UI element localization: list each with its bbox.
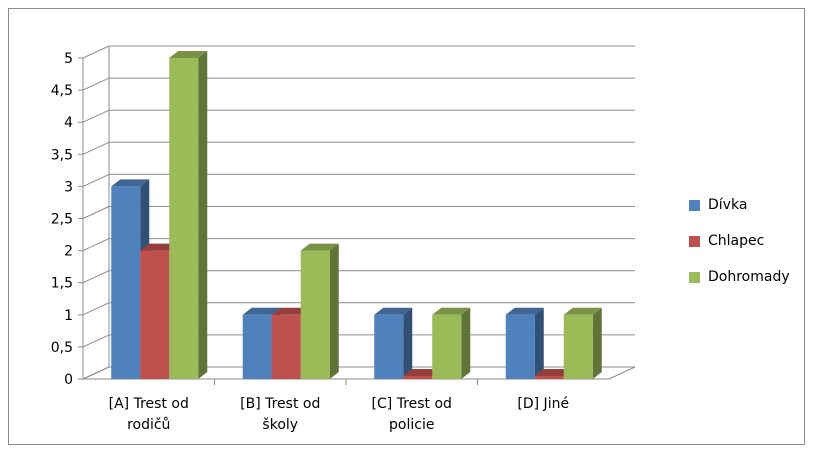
- bar-side: [534, 307, 544, 379]
- bar-top: [111, 179, 150, 187]
- bar-dívka-4: [505, 307, 544, 379]
- chart-frame: 0 0,5 1 1,5 2 2,5 3 3,5 4 4,5 5 [A] Trest od rodičů […: [8, 8, 805, 445]
- bar-top: [534, 369, 573, 376]
- bar-side: [403, 307, 413, 379]
- bar-top: [505, 307, 544, 315]
- bar-top: [242, 307, 281, 315]
- bar-top: [169, 51, 208, 58]
- y-tick-label: 4,5: [51, 83, 73, 99]
- bar-top: [432, 307, 471, 315]
- bar-side: [198, 51, 208, 379]
- x-tick-label: rodičů: [127, 417, 170, 433]
- y-tick-label: 4: [64, 115, 73, 131]
- x-tick-label: [C] Trest od: [372, 396, 452, 412]
- bar-front: [534, 376, 564, 379]
- y-tick-label: 2,5: [51, 212, 73, 228]
- legend-item-dohromady: Dohromady: [689, 269, 790, 285]
- x-tick-label: školy: [262, 417, 298, 433]
- legend-label-divka: Dívka: [708, 197, 748, 213]
- bar-front: [505, 314, 535, 379]
- bar-front: [140, 250, 170, 379]
- y-tick-label: 1: [64, 308, 73, 324]
- bar-top: [271, 307, 310, 315]
- legend-label-chlapec: Chlapec: [708, 233, 765, 249]
- x-tick-label: policie: [389, 417, 434, 433]
- bar-front: [300, 250, 330, 379]
- side-gridline: [82, 302, 110, 316]
- bar-dohromady-1: [169, 51, 208, 379]
- legend: Dívka Chlapec Dohromady: [689, 197, 790, 305]
- side-gridline: [82, 77, 110, 91]
- bar-front: [271, 314, 301, 379]
- y-tick-label: 0,5: [51, 340, 73, 356]
- legend-item-chlapec: Chlapec: [689, 233, 790, 249]
- side-gridline: [82, 141, 110, 155]
- y-tick-label: 3: [64, 179, 73, 195]
- bar-front: [374, 314, 404, 379]
- bar-dívka-3: [374, 307, 413, 379]
- x-tick-label: [B] Trest od: [240, 396, 320, 412]
- bar-front: [403, 376, 433, 379]
- y-tick-label: 5: [64, 51, 73, 67]
- y-tick-label: 1,5: [51, 276, 73, 292]
- side-gridline: [82, 238, 110, 252]
- x-tick-label: [A] Trest od: [109, 396, 189, 412]
- side-gridline: [82, 45, 110, 59]
- bar-top: [300, 243, 339, 251]
- bar-side: [592, 307, 602, 379]
- y-tick-label: 2: [64, 244, 73, 260]
- bar-front: [242, 314, 272, 379]
- legend-label-dohromady: Dohromady: [708, 269, 790, 285]
- bar-side: [461, 307, 471, 379]
- bar-dohromady-4: [563, 307, 602, 379]
- bar-top: [563, 307, 602, 315]
- bar-front: [563, 314, 593, 379]
- side-gridline: [82, 270, 110, 284]
- bar-front: [169, 58, 199, 379]
- bar-side: [329, 243, 339, 379]
- bar-dohromady-2: [300, 243, 339, 379]
- y-tick-label: 0: [64, 372, 73, 388]
- bar-top: [403, 369, 442, 376]
- side-gridline: [82, 109, 110, 123]
- legend-swatch-chlapec: [689, 235, 700, 247]
- bar-front: [432, 314, 462, 379]
- bar-top: [374, 307, 413, 315]
- legend-swatch-dohromady: [689, 271, 700, 283]
- bar-dohromady-3: [432, 307, 471, 379]
- side-gridline: [82, 173, 110, 187]
- legend-swatch-divka: [689, 199, 700, 211]
- side-gridline: [82, 334, 110, 348]
- bar-front: [111, 186, 141, 379]
- x-tick-label: [D] Jiné: [517, 396, 569, 412]
- bar-top: [140, 243, 179, 251]
- legend-item-divka: Dívka: [689, 197, 790, 213]
- side-gridline: [82, 366, 110, 380]
- side-gridline: [82, 206, 110, 219]
- y-tick-label: 3,5: [51, 147, 73, 163]
- bar-chart: 0 0,5 1 1,5 2 2,5 3 3,5 4 4,5 5 [A] Trest od rodičů […: [51, 45, 636, 433]
